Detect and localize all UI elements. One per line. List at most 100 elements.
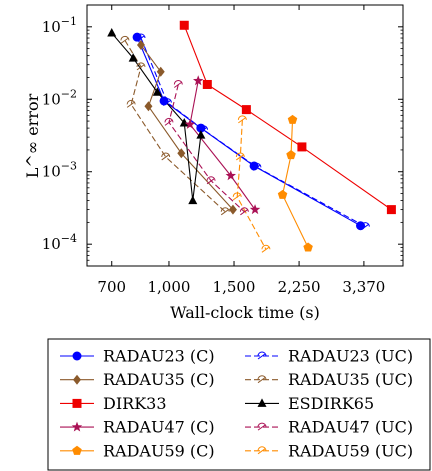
- legend-marker: [257, 446, 267, 455]
- legend-box: [47, 338, 431, 471]
- point-radau47-c: [192, 75, 204, 86]
- axis-ticks: [87, 4, 403, 267]
- legend-label: RADAU23 (C): [103, 347, 215, 366]
- point-radau59-c: [287, 114, 298, 124]
- point-esdirk65: [128, 53, 138, 62]
- point-radau59-uc: [232, 192, 242, 201]
- point-radau35-uc: [220, 207, 230, 216]
- point-esdirk65: [196, 130, 206, 139]
- series-line-radau59-c: [281, 119, 309, 248]
- point-radau35-c: [136, 40, 145, 51]
- point-dirk33: [386, 205, 396, 215]
- point-esdirk65: [107, 28, 117, 37]
- legend-marker: [257, 375, 267, 384]
- point-radau35-c: [177, 148, 186, 159]
- series-line-esdirk65: [111, 32, 202, 201]
- series-line-radau23-c: [136, 36, 361, 227]
- point-radau47-c: [184, 118, 196, 129]
- legend-marker: [257, 351, 267, 360]
- point-radau59-c: [303, 242, 313, 252]
- legend-item-dirk33: DIRK33: [60, 394, 167, 413]
- point-radau47-uc: [206, 176, 216, 185]
- y-tick-label: 10−1: [42, 15, 77, 36]
- legend-item-radau59-c: RADAU59 (C): [60, 441, 215, 460]
- series-line-radau47-c: [189, 80, 256, 210]
- series-markers: [107, 20, 396, 253]
- point-dirk33: [241, 105, 251, 115]
- series-line-radau35-uc: [124, 40, 226, 213]
- point-radau35-uc: [136, 62, 146, 71]
- point-radau35-uc: [126, 99, 136, 108]
- legend: RADAU23 (C) RADAU23 (UC) RADAU35 (C) RADAU3…: [60, 347, 413, 460]
- x-tick-label: 2,250: [278, 278, 321, 296]
- y-axis-label: L^∞ error: [23, 93, 42, 178]
- legend-item-radau47-uc: RADAU47 (UC): [245, 418, 413, 437]
- legend-label: RADAU23 (UC): [288, 347, 413, 366]
- legend-item-radau23-c: RADAU23 (C): [60, 347, 215, 366]
- point-dirk33: [297, 142, 307, 152]
- point-radau35-c: [228, 204, 237, 215]
- point-radau23-uc: [162, 98, 172, 106]
- point-radau23-uc: [360, 222, 370, 230]
- legend-label: RADAU59 (C): [103, 441, 215, 460]
- point-radau59-uc: [261, 244, 271, 253]
- point-radau23-uc: [136, 33, 146, 42]
- point-radau35-c: [144, 101, 153, 112]
- point-dirk33: [202, 79, 212, 89]
- y-tick-label: 10−4: [42, 232, 77, 253]
- point-esdirk65: [152, 87, 162, 96]
- x-tick-label: 1,500: [213, 278, 256, 296]
- legend-marker: [257, 398, 267, 407]
- tick-labels: 700 1,000 1,500 2,250 3,370 10−1 10−2 10−3 10−4: [42, 15, 386, 296]
- legend-marker: [73, 374, 81, 385]
- point-radau59-uc: [235, 152, 245, 161]
- legend-marker: [72, 398, 82, 408]
- point-radau35-c: [156, 66, 165, 77]
- legend-marker: [71, 421, 83, 432]
- legend-label: ESDIRK65: [288, 394, 374, 413]
- point-esdirk65: [179, 118, 189, 127]
- legend-label: RADAU47 (UC): [288, 418, 413, 437]
- point-radau47-c: [225, 170, 237, 181]
- x-tick-label: 3,370: [342, 278, 385, 296]
- x-axis-label: Wall-clock time (s): [170, 303, 320, 322]
- point-radau35-uc: [120, 35, 130, 44]
- point-radau59-c: [277, 189, 288, 199]
- point-radau47-uc: [239, 207, 249, 216]
- series-line-radau35-c: [140, 44, 234, 210]
- point-radau23-uc: [252, 162, 262, 171]
- legend-marker: [257, 422, 267, 431]
- point-dirk33: [179, 20, 189, 30]
- y-tick-label: 10−3: [42, 160, 77, 181]
- legend-item-radau35-c: RADAU35 (C): [60, 370, 215, 389]
- legend-item-radau23-uc: RADAU23 (UC): [245, 347, 413, 366]
- x-tick-label: 1,000: [147, 278, 190, 296]
- series-line-radau59-uc: [236, 119, 267, 250]
- point-radau47-c: [249, 204, 261, 215]
- plot-area: [86, 4, 404, 267]
- series-line-dirk33: [183, 25, 392, 211]
- point-radau47-uc: [173, 79, 183, 88]
- point-radau59-uc: [237, 115, 247, 124]
- legend-item-radau59-uc: RADAU59 (UC): [245, 441, 413, 460]
- point-esdirk65: [188, 195, 198, 205]
- x-tick-label: 700: [97, 278, 126, 296]
- legend-marker: [72, 445, 82, 455]
- legend-item-radau35-uc: RADAU35 (UC): [245, 370, 413, 389]
- series-lines: [111, 25, 392, 250]
- series-line-radau47-uc: [168, 84, 245, 213]
- legend-label: RADAU47 (C): [103, 418, 215, 437]
- point-radau59-c: [286, 150, 296, 160]
- legend-label: RADAU35 (C): [103, 370, 215, 389]
- legend-label: DIRK33: [103, 394, 167, 413]
- y-tick-label: 10−2: [42, 87, 77, 108]
- legend-label: RADAU35 (UC): [288, 370, 413, 389]
- series-line-radau23-uc: [140, 37, 366, 228]
- legend-marker: [72, 351, 82, 361]
- legend-item-esdirk65: ESDIRK65: [245, 394, 374, 413]
- legend-item-radau47-c: RADAU47 (C): [60, 418, 215, 437]
- point-radau35-uc: [161, 152, 171, 161]
- legend-label: RADAU59 (UC): [288, 441, 413, 460]
- point-radau47-uc: [164, 117, 174, 126]
